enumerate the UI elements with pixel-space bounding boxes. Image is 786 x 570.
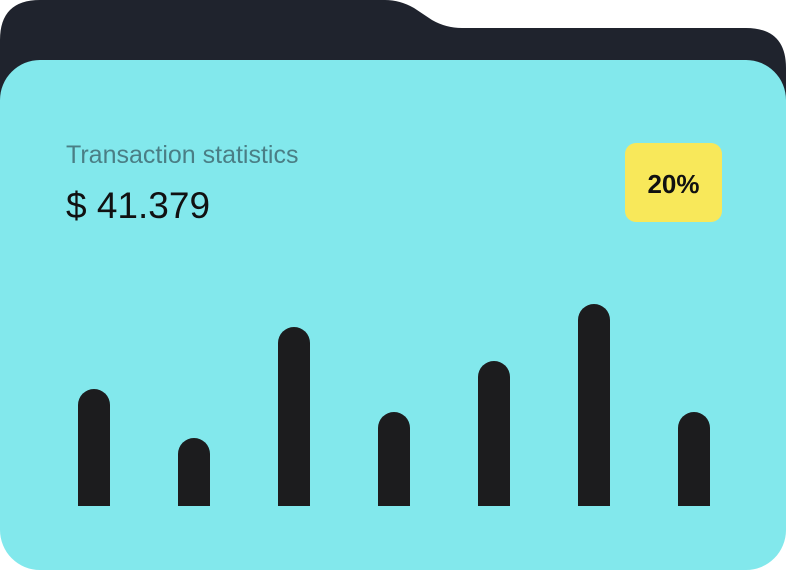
card-title: Transaction statistics xyxy=(66,141,298,169)
bar xyxy=(378,412,410,506)
bar xyxy=(678,412,710,506)
bar xyxy=(578,304,610,506)
amount: $ 41.379 xyxy=(66,185,210,226)
badge xyxy=(625,143,722,222)
bar xyxy=(478,361,510,506)
bar xyxy=(178,438,210,506)
bar xyxy=(278,327,310,506)
bar xyxy=(78,389,110,506)
badge-text: 20% xyxy=(647,169,699,199)
bar-chart xyxy=(78,304,710,506)
